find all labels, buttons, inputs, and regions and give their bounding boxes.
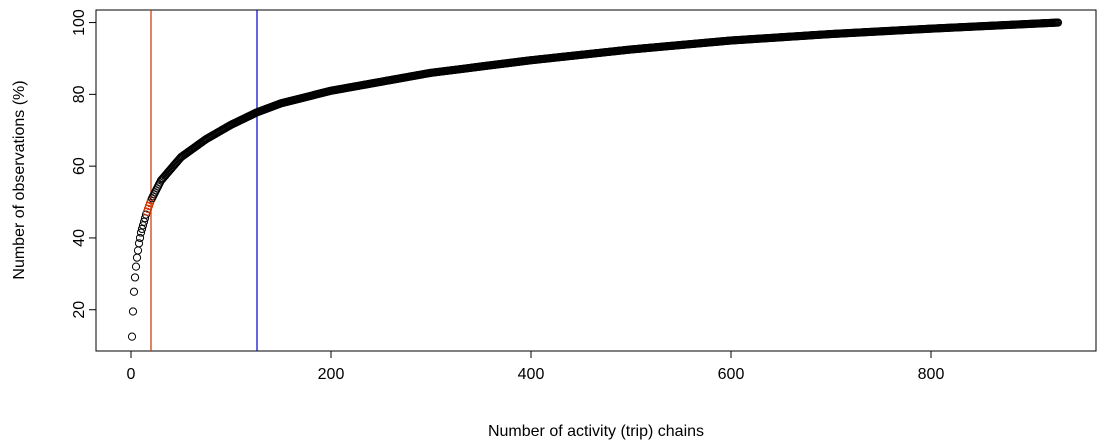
- y-tick-label: 100: [71, 9, 88, 36]
- data-point: [133, 246, 143, 255]
- data-point: [129, 287, 139, 296]
- data-point: [132, 253, 142, 262]
- x-tick-label: 600: [718, 366, 745, 383]
- data-point: [139, 217, 149, 226]
- y-tick-label: 80: [71, 85, 88, 103]
- y-axis-label: Number of observations (%): [11, 80, 28, 279]
- x-tick-label: 800: [918, 366, 945, 383]
- data-point: [131, 262, 141, 271]
- plot-frame: [95, 9, 1097, 352]
- data-point: [128, 307, 138, 316]
- data-point: [1053, 18, 1063, 27]
- reference-lines: [150, 10, 258, 351]
- data-point: [138, 221, 148, 230]
- data-point: [127, 332, 137, 341]
- y-tick-label: 40: [71, 229, 88, 247]
- data-points: [127, 18, 1063, 341]
- data-point: [136, 228, 146, 237]
- y-tick-label: 20: [71, 301, 88, 319]
- data-point: [134, 239, 144, 248]
- data-point: [130, 273, 140, 282]
- data-point: [135, 233, 145, 243]
- x-tick-label: 200: [318, 366, 345, 383]
- y-tick-label: 60: [71, 157, 88, 175]
- data-point: [137, 224, 147, 234]
- x-axis: 0 200 400 600 800: [127, 351, 945, 383]
- x-tick-label: 400: [518, 366, 545, 383]
- x-axis-label: Number of activity (trip) chains: [488, 423, 704, 440]
- y-axis: 20 40 60 80 100: [71, 9, 96, 319]
- x-tick-label: 0: [127, 366, 136, 383]
